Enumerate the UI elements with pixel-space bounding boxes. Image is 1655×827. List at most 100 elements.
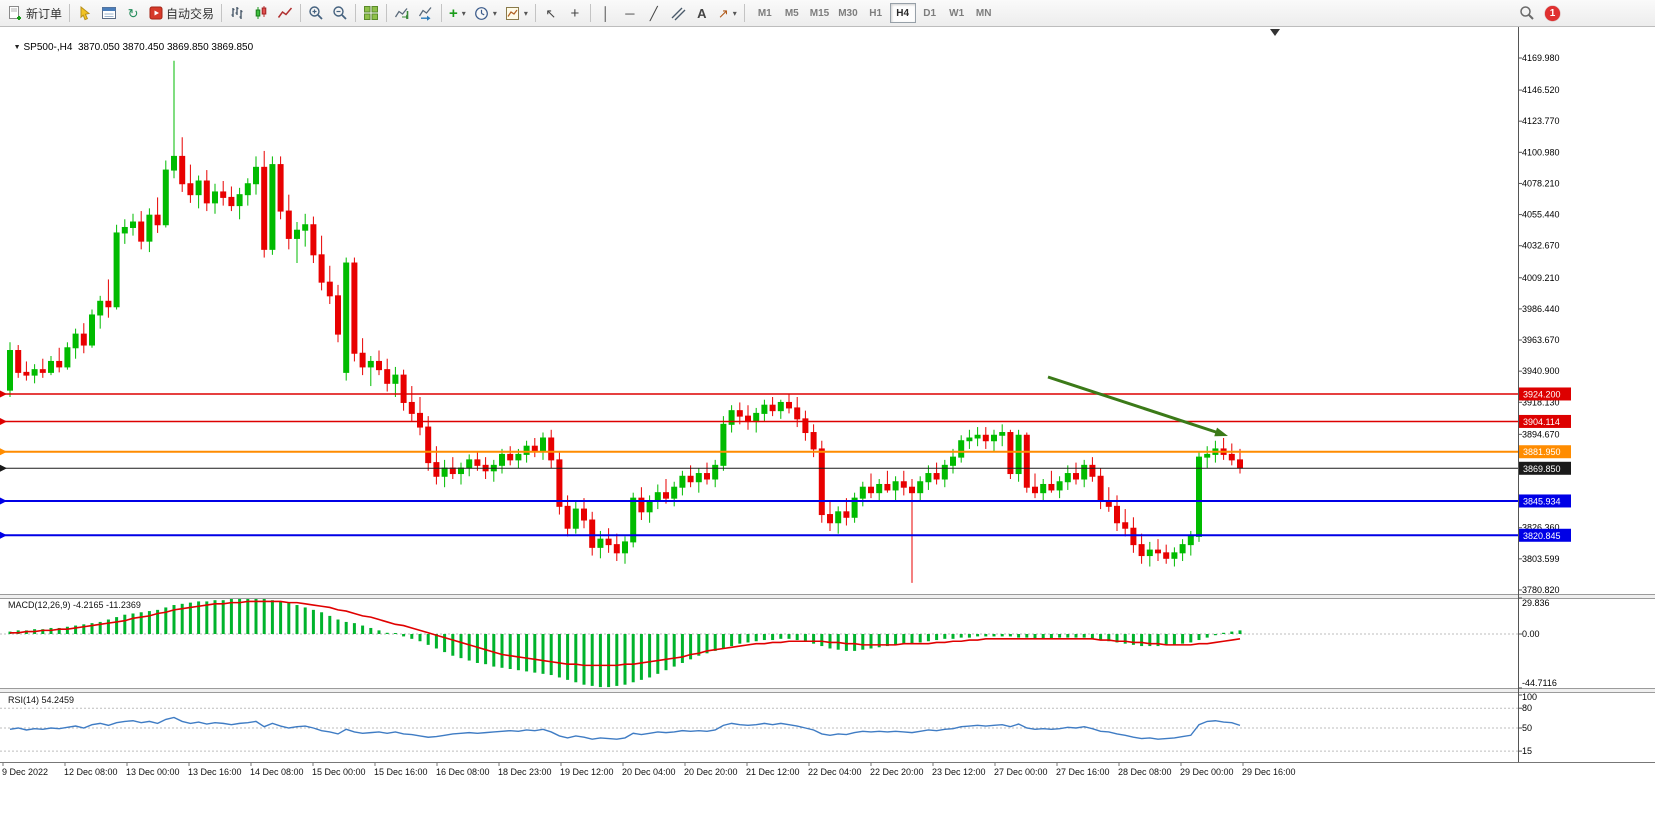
- templates-button[interactable]: ▾: [501, 2, 532, 24]
- tile-windows-icon: [364, 6, 379, 20]
- market-watch-button[interactable]: [73, 2, 97, 24]
- toolbar-separator: [386, 4, 388, 22]
- svg-text:3803.599: 3803.599: [1522, 554, 1560, 564]
- svg-text:29.836: 29.836: [1522, 598, 1550, 608]
- chart-shift-button[interactable]: [390, 2, 414, 24]
- svg-text:29 Dec 16:00: 29 Dec 16:00: [1242, 767, 1296, 777]
- timeframe-W1[interactable]: W1: [944, 3, 970, 23]
- new-order-icon: [9, 6, 21, 20]
- toolbar-separator: [441, 4, 443, 22]
- arrows-tool-button[interactable]: ↗ ▾: [714, 2, 741, 24]
- new-order-button[interactable]: 新订单: [3, 2, 66, 24]
- indicator-level-lines: [0, 633, 1518, 752]
- timeframe-H4[interactable]: H4: [889, 3, 916, 23]
- crosshair-icon: +: [570, 4, 580, 22]
- notification-badge[interactable]: 1: [1545, 5, 1560, 21]
- toolbar-separator: [69, 4, 71, 22]
- svg-text:80: 80: [1522, 703, 1532, 713]
- rsi-panel: [9, 716, 1241, 740]
- horizontal-line-icon: ─: [625, 5, 635, 21]
- indicators-button[interactable]: + ▾: [445, 2, 470, 24]
- toolbar-separator: [300, 4, 302, 22]
- vertical-line-button[interactable]: │: [594, 2, 618, 24]
- svg-text:3924.200: 3924.200: [1523, 389, 1561, 399]
- candlestick-chart-icon: [255, 6, 267, 19]
- svg-text:22 Dec 20:00: 22 Dec 20:00: [870, 767, 924, 777]
- svg-text:15 Dec 16:00: 15 Dec 16:00: [374, 767, 428, 777]
- chart-dropdown-icon[interactable]: ▼: [13, 44, 21, 51]
- line-chart-icon: [277, 7, 293, 18]
- equidistant-channel-button[interactable]: [666, 2, 690, 24]
- crosshair-button[interactable]: +: [563, 2, 587, 24]
- candlestick-chart-button[interactable]: [249, 2, 273, 24]
- timeframe-D1[interactable]: D1: [917, 3, 943, 23]
- chart-title-text: SP500-,H4 3870.050 3870.450 3869.850 386…: [23, 42, 254, 53]
- line-chart-button[interactable]: [273, 2, 297, 24]
- zoom-in-button[interactable]: [304, 2, 328, 24]
- svg-text:3986.440: 3986.440: [1522, 304, 1560, 314]
- auto-scroll-button[interactable]: [414, 2, 438, 24]
- periods-button[interactable]: ▾: [470, 2, 501, 24]
- rsi-label: RSI(14) 54.2459: [8, 695, 75, 705]
- chevron-down-icon: ▾: [523, 8, 528, 18]
- chart-background: [0, 27, 1655, 827]
- search-button[interactable]: [1515, 2, 1539, 24]
- svg-text:20 Dec 04:00: 20 Dec 04:00: [622, 767, 676, 777]
- bar-chart-icon: [231, 7, 243, 19]
- timeframe-M5[interactable]: M5: [779, 3, 805, 23]
- horizontal-line-button[interactable]: ─: [618, 2, 642, 24]
- text-tool-button[interactable]: A: [690, 2, 714, 24]
- svg-text:-44.7116: -44.7116: [1522, 678, 1557, 688]
- timeframe-M30[interactable]: M30: [834, 3, 861, 23]
- svg-text:3904.114: 3904.114: [1523, 417, 1560, 427]
- svg-text:3820.845: 3820.845: [1523, 531, 1561, 541]
- autotrading-icon: [149, 6, 163, 20]
- data-window-icon: [102, 7, 117, 19]
- macd-label: MACD(12,26,9) -4.2165 -11.2369: [8, 600, 141, 610]
- svg-text:15: 15: [1522, 746, 1532, 756]
- panel-splitters: [0, 594, 1655, 693]
- svg-text:12 Dec 08:00: 12 Dec 08:00: [64, 767, 118, 777]
- svg-text:3963.670: 3963.670: [1522, 335, 1560, 345]
- toolbar-separator: [355, 4, 357, 22]
- svg-text:20 Dec 20:00: 20 Dec 20:00: [684, 767, 738, 777]
- trendline-icon: ╱: [649, 5, 658, 21]
- chevron-down-icon: ▾: [461, 8, 466, 18]
- svg-text:21 Dec 12:00: 21 Dec 12:00: [746, 767, 800, 777]
- svg-text:0.00: 0.00: [1522, 629, 1540, 639]
- svg-text:100: 100: [1522, 692, 1537, 702]
- autotrading-button[interactable]: 自动交易: [145, 2, 218, 24]
- svg-text:13 Dec 00:00: 13 Dec 00:00: [126, 767, 180, 777]
- zoom-out-button[interactable]: [328, 2, 352, 24]
- price-axis: 4169.980 4146.520 4123.770 4100.980 4078.210…: [1518, 27, 1571, 762]
- svg-text:4169.980: 4169.980: [1522, 53, 1560, 63]
- svg-text:3869.850: 3869.850: [1523, 464, 1561, 474]
- timeframe-MN[interactable]: MN: [971, 3, 997, 23]
- refresh-button[interactable]: ↻: [121, 2, 145, 24]
- tile-windows-button[interactable]: [359, 2, 383, 24]
- cursor-button[interactable]: ↖: [539, 2, 563, 24]
- data-window-button[interactable]: [97, 2, 121, 24]
- trendline-button[interactable]: ╱: [642, 2, 666, 24]
- svg-text:4009.210: 4009.210: [1522, 273, 1560, 283]
- bar-chart-button[interactable]: [225, 2, 249, 24]
- svg-text:4032.670: 4032.670: [1522, 241, 1560, 251]
- timeframe-H1[interactable]: H1: [863, 3, 889, 23]
- svg-text:27 Dec 00:00: 27 Dec 00:00: [994, 767, 1048, 777]
- svg-text:3780.820: 3780.820: [1522, 585, 1560, 595]
- chevron-down-icon: ▾: [732, 8, 737, 18]
- timeframe-M15[interactable]: M15: [806, 3, 833, 23]
- new-order-label: 新订单: [26, 6, 63, 21]
- text-tool-icon: A: [697, 5, 707, 21]
- autotrading-label: 自动交易: [166, 6, 215, 21]
- timeframe-M1[interactable]: M1: [752, 3, 778, 23]
- market-watch-icon: [80, 5, 91, 21]
- svg-text:50: 50: [1522, 723, 1532, 733]
- zoom-out-icon: [333, 6, 347, 20]
- svg-text:28 Dec 08:00: 28 Dec 08:00: [1118, 767, 1172, 777]
- svg-text:9 Dec 2022: 9 Dec 2022: [2, 767, 48, 777]
- equidistant-channel-icon: [671, 7, 686, 21]
- svg-text:3940.900: 3940.900: [1522, 366, 1560, 376]
